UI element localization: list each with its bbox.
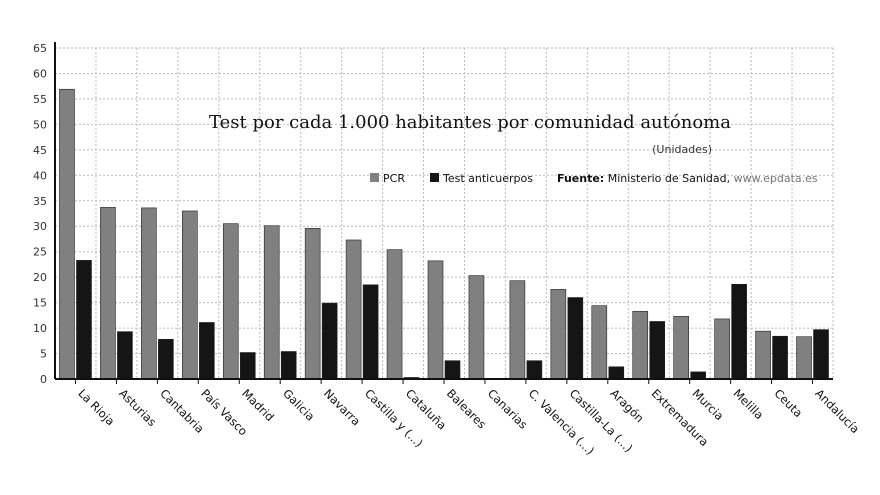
chart-title: Test por cada 1.000 habitantes por comun…: [209, 112, 731, 133]
y-tick-label: 45: [33, 144, 47, 157]
y-tick-label: 65: [33, 42, 47, 55]
bar-pcr: [222, 223, 239, 380]
x-tick-label: Baleares: [444, 386, 489, 431]
x-tick-label: Galicia: [280, 386, 317, 423]
bar-pcr: [345, 239, 362, 380]
legend-swatch-anticuerpos: [430, 173, 439, 182]
bar-pcr: [796, 336, 812, 380]
source-text: Ministerio de Sanidad,: [608, 172, 730, 185]
bar-anticuerpos: [76, 260, 92, 380]
bar-pcr: [591, 305, 608, 380]
bar-pcr: [632, 310, 649, 380]
x-tick-label: Asturias: [116, 386, 159, 429]
x-tick-label: Murcia: [690, 386, 727, 423]
bar-pcr: [304, 227, 321, 380]
bar-anticuerpos: [526, 360, 543, 380]
bar-anticuerpos: [444, 360, 461, 380]
bar-anticuerpos: [813, 329, 829, 380]
bar-anticuerpos: [280, 351, 297, 380]
x-tick-label: Andalucía: [812, 386, 862, 436]
y-tick-label: 50: [33, 118, 47, 131]
y-tick-label: 35: [33, 195, 47, 208]
legend-label-pcr: PCR: [383, 172, 405, 185]
bar-anticuerpos: [239, 352, 256, 380]
bar-anticuerpos: [158, 338, 174, 380]
bar-pcr: [263, 225, 280, 380]
y-tick-label: 30: [33, 220, 47, 233]
bar-pcr: [468, 275, 485, 380]
bar-pcr: [182, 210, 198, 380]
x-tick-label: Melilla: [731, 386, 767, 422]
x-tick-label: La Rioja: [75, 386, 117, 428]
y-tick-label: 0: [40, 373, 47, 386]
bar-anticuerpos: [690, 371, 706, 380]
bar-anticuerpos: [731, 283, 747, 380]
bars: [59, 88, 829, 380]
x-tick-label: Madrid: [239, 386, 277, 424]
y-tick-label: 60: [33, 67, 47, 80]
x-tick-label: Ceuta: [771, 386, 805, 420]
bar-pcr: [714, 318, 730, 380]
bar-anticuerpos: [362, 284, 379, 380]
bar-pcr: [550, 289, 567, 380]
bar-pcr: [386, 249, 403, 380]
x-tick-label: Canarias: [485, 386, 531, 432]
y-tick-label: 55: [33, 93, 47, 106]
source-url: www.epdata.es: [734, 172, 818, 185]
bar-anticuerpos: [772, 335, 788, 380]
source-note: Fuente: Ministerio de Sanidad, www.epdat…: [557, 172, 818, 185]
y-tick-label: 5: [40, 348, 47, 361]
x-tick-label: Navarra: [321, 386, 363, 428]
chart-subtitle: (Unidades): [652, 143, 712, 156]
bar-pcr: [755, 330, 771, 380]
bar-anticuerpos: [117, 331, 133, 380]
bar-pcr: [100, 207, 116, 380]
x-tick-label: Aragón: [608, 386, 647, 425]
bar-pcr: [509, 280, 526, 380]
legend: PCR Test anticuerpos: [370, 172, 533, 185]
axes: 0 5 10 15 20 25 30 35 40 45 50 55 60 65 La RiojaAsturi…: [33, 42, 862, 458]
y-tick-label: 10: [33, 322, 47, 335]
bar-pcr: [427, 260, 444, 380]
bar-anticuerpos: [608, 366, 625, 380]
y-tick-label: 25: [33, 246, 47, 259]
source-label: Fuente:: [557, 172, 604, 185]
bar-anticuerpos: [199, 322, 215, 380]
bar-anticuerpos: [321, 302, 338, 380]
y-tick-label: 20: [33, 271, 47, 284]
bar-pcr: [59, 88, 75, 380]
legend-swatch-pcr: [370, 173, 379, 182]
legend-label-anticuerpos: Test anticuerpos: [442, 172, 533, 185]
y-tick-label: 15: [33, 297, 47, 310]
bar-pcr: [673, 316, 689, 380]
y-tick-label: 40: [33, 169, 47, 182]
bar-pcr: [141, 207, 157, 380]
bar-anticuerpos: [649, 321, 666, 380]
bar-anticuerpos: [567, 297, 584, 380]
